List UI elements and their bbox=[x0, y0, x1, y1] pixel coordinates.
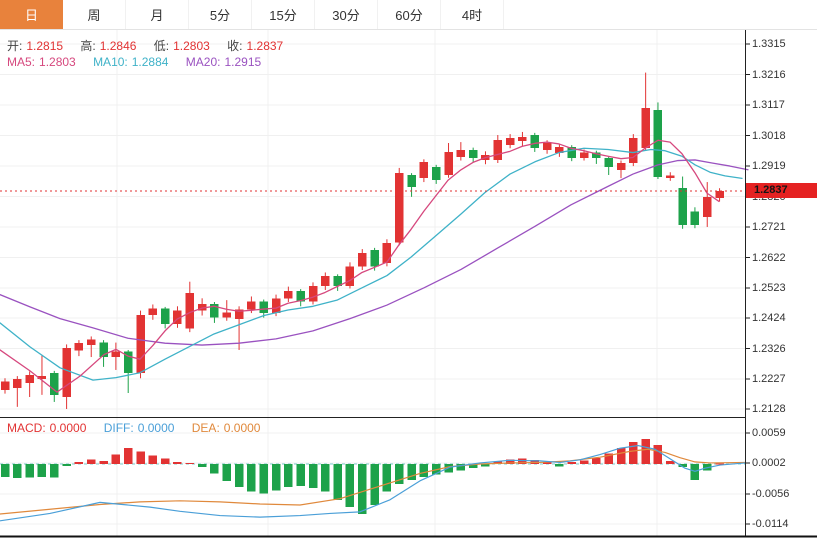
price-axis-label: 1.3315 bbox=[752, 38, 786, 50]
diff-label: DIFF: bbox=[103, 421, 134, 435]
price-axis-label: 1.2227 bbox=[752, 373, 786, 385]
tab-日[interactable]: 日 bbox=[0, 0, 63, 29]
ma20-value: 1.2915 bbox=[224, 55, 262, 69]
ma-legend: MA5: 1.2803 MA10: 1.2884 MA20: 1.2915 bbox=[7, 55, 265, 69]
chart-plot-area[interactable] bbox=[0, 29, 745, 537]
tab-月[interactable]: 月 bbox=[126, 0, 189, 29]
price-axis-label: 1.3117 bbox=[752, 99, 785, 111]
price-axis-label: 1.2128 bbox=[752, 403, 786, 415]
ma20-label: MA20: bbox=[185, 55, 221, 69]
open-label: 开: bbox=[7, 39, 23, 53]
high-label: 高: bbox=[80, 39, 96, 53]
high-value: 1.2846 bbox=[99, 39, 137, 53]
timeframe-tabbar: 日周月 5分 15分 30分 60分 4时 bbox=[0, 0, 817, 30]
close-label: 收: bbox=[227, 39, 243, 53]
tab-15分[interactable]: 15分 bbox=[252, 0, 315, 29]
macd-label: MACD: bbox=[7, 421, 46, 435]
macd-axis-label: 0.0059 bbox=[752, 427, 786, 439]
price-axis-label: 1.2523 bbox=[752, 282, 786, 294]
low-value: 1.2803 bbox=[173, 39, 210, 53]
macd-axis-label: -0.0056 bbox=[752, 488, 790, 500]
tab-60分[interactable]: 60分 bbox=[378, 0, 441, 29]
ohlc-legend: 开: 1.2815 高: 1.2846 低: 1.2803 收: 1.2837 bbox=[7, 37, 287, 54]
macd-axis-label: 0.0002 bbox=[752, 457, 786, 469]
ma5-label: MA5: bbox=[7, 55, 36, 69]
ma10-label: MA10: bbox=[93, 55, 128, 69]
price-axis-label: 1.2622 bbox=[752, 251, 786, 264]
price-axis-label: 1.2721 bbox=[752, 221, 786, 233]
dea-label: DEA: bbox=[191, 421, 220, 435]
price-axis-label: 1.2326 bbox=[752, 342, 786, 355]
macd-value: 0.0000 bbox=[49, 421, 87, 435]
ma5-value: 1.2803 bbox=[39, 55, 76, 69]
tab-30分[interactable]: 30分 bbox=[315, 0, 378, 29]
macd-legend: MACD: 0.0000 DIFF: 0.0000 DEA: 0.0000 bbox=[7, 421, 264, 435]
price-axis-label: 1.3216 bbox=[752, 68, 786, 81]
macd-axis-label: -0.0114 bbox=[752, 518, 789, 530]
price-axis-label: 1.2424 bbox=[752, 312, 786, 324]
tab-周[interactable]: 周 bbox=[63, 0, 126, 29]
low-label: 低: bbox=[153, 39, 170, 53]
tab-5分[interactable]: 5分 bbox=[189, 0, 252, 29]
price-axis-label: 1.3018 bbox=[752, 129, 786, 142]
open-value: 1.2815 bbox=[26, 39, 64, 53]
diff-value: 0.0000 bbox=[137, 421, 175, 435]
close-value: 1.2837 bbox=[246, 39, 284, 53]
price-axis-label: 1.2919 bbox=[752, 160, 786, 172]
dea-value: 0.0000 bbox=[223, 421, 261, 435]
ma10-value: 1.2884 bbox=[131, 55, 169, 69]
current-price-badge: 1.2837 bbox=[746, 183, 817, 199]
tab-4时[interactable]: 4时 bbox=[441, 0, 504, 29]
